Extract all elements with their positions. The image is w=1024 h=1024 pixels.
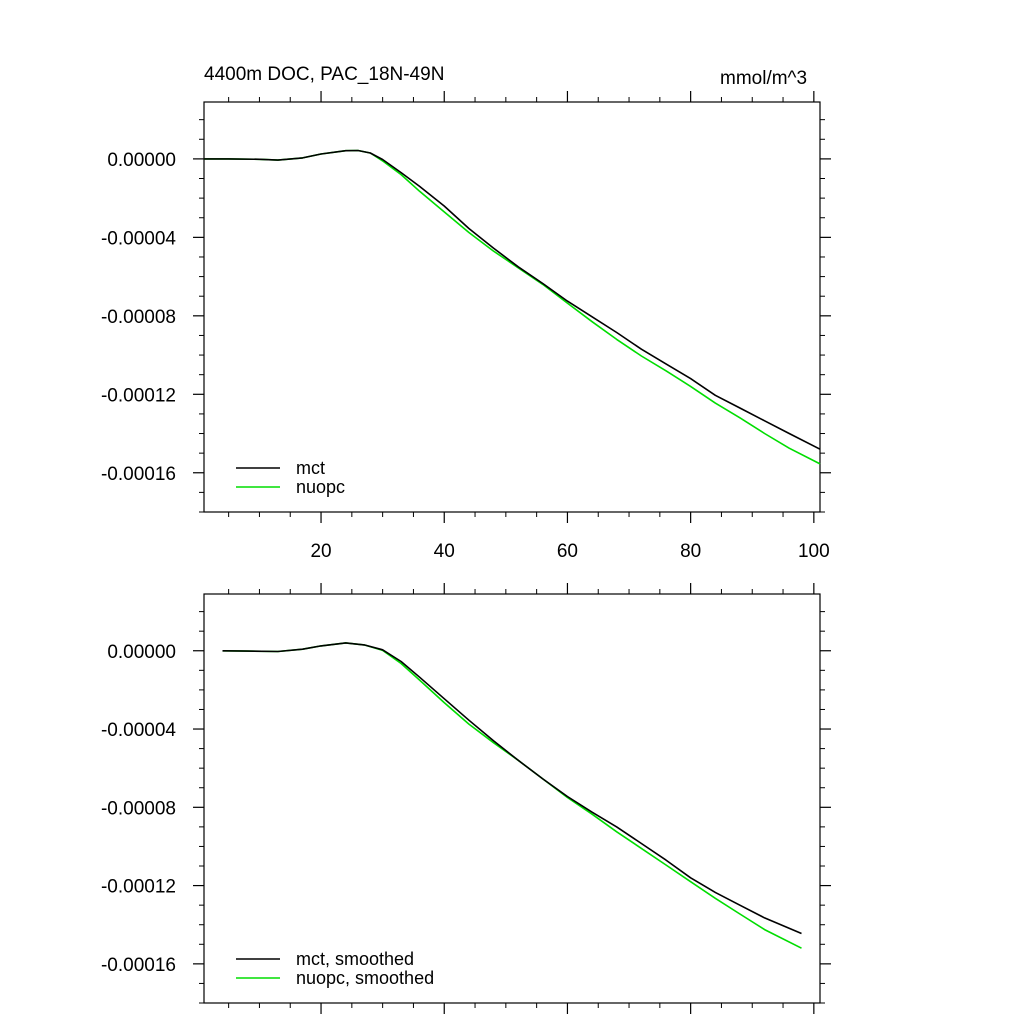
top-panel: 20 40 60 80 100 0.00000 -0.00004 -0.00008 -0.000…	[101, 91, 831, 562]
y-tick-label: -0.00008	[101, 798, 176, 819]
x-tick-label: 20	[310, 541, 331, 562]
y-tick-label: -0.00004	[101, 228, 176, 249]
units-label: mmol/m^3	[720, 68, 808, 89]
y-tick-label: -0.00012	[101, 877, 176, 898]
x-tick-label: 40	[434, 541, 455, 562]
plot-frame	[203, 593, 821, 1004]
legend-label: nuopc, smoothed	[296, 968, 434, 988]
legend-label: nuopc	[296, 477, 345, 497]
y-tick-label: 0.00000	[107, 642, 176, 663]
y-tick-label: -0.00004	[101, 720, 176, 741]
x-tick-label: 80	[680, 541, 701, 562]
y-tick-label: -0.00012	[101, 385, 176, 406]
y-tick-label: -0.00016	[101, 464, 176, 485]
legend-label: mct, smoothed	[296, 949, 414, 969]
series-line-mct	[204, 149, 821, 450]
series-line-nuopc-smoothed	[222, 642, 802, 949]
series-line-mct-smoothed	[222, 642, 802, 935]
x-tick-label: 100	[798, 541, 830, 562]
series-line-nuopc	[204, 149, 821, 465]
chart-title: 4400m DOC, PAC_18N-49N	[204, 64, 445, 85]
plot-frame	[203, 101, 821, 513]
bottom-panel: 0.00000 -0.00004 -0.00008 -0.00012 -0.00016 m…	[101, 583, 831, 1014]
y-tick-label: 0.00000	[107, 150, 176, 171]
x-tick-label: 60	[557, 541, 578, 562]
y-tick-label: -0.00008	[101, 307, 176, 328]
y-tick-label: -0.00016	[101, 955, 176, 976]
legend-label: mct	[296, 458, 325, 478]
